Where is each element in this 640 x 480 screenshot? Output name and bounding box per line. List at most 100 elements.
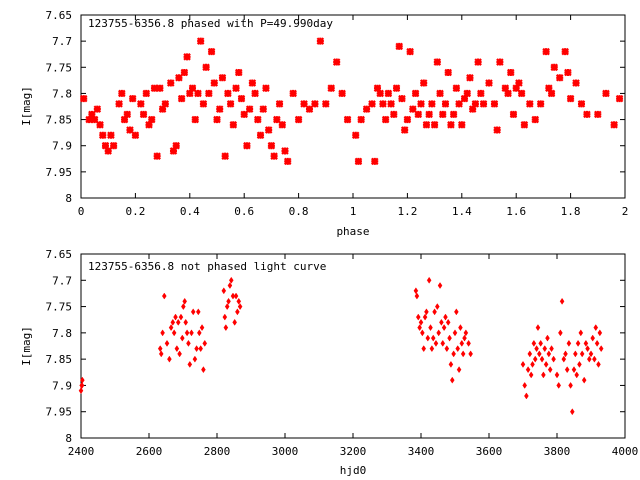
data-point: [421, 345, 427, 353]
data-point: [425, 110, 433, 119]
data-point: [418, 318, 424, 326]
x-tick-label: 2800: [204, 445, 231, 458]
chart-title: 123755-6356.8 phased with P=49.990day: [88, 17, 333, 30]
data-point: [213, 115, 221, 124]
data-point: [535, 324, 541, 332]
data-point: [403, 115, 412, 124]
data-point: [463, 89, 472, 98]
data-point: [506, 68, 515, 77]
data-point: [218, 73, 227, 82]
data-point: [123, 110, 132, 119]
data-point: [460, 350, 466, 358]
data-point: [424, 308, 429, 316]
data-point: [370, 157, 379, 166]
data-point: [420, 329, 425, 337]
data-point: [455, 345, 461, 353]
data-point: [316, 37, 325, 45]
data-point: [224, 89, 232, 98]
y-tick-label: 7.8: [52, 327, 72, 340]
data-point: [275, 100, 284, 108]
data-point: [474, 58, 482, 66]
data-point: [161, 292, 167, 300]
data-point: [201, 366, 206, 374]
data-point: [441, 324, 447, 332]
data-point: [539, 355, 545, 363]
data-point: [191, 115, 200, 124]
data-point: [300, 100, 308, 108]
x-tick-label: 1.8: [561, 205, 581, 218]
data-point: [439, 318, 444, 326]
y-tick-label: 7.75: [46, 301, 73, 314]
data-point: [583, 339, 589, 347]
data-point: [357, 115, 365, 124]
data-point: [281, 147, 289, 155]
x-tick-label: 0.6: [234, 205, 254, 218]
data-point: [452, 84, 461, 92]
data-point: [454, 308, 459, 316]
data-point: [592, 355, 597, 363]
data-point: [561, 355, 567, 363]
data-point: [183, 318, 189, 326]
data-point: [78, 387, 84, 395]
data-point: [278, 121, 287, 129]
data-point: [578, 329, 584, 337]
data-point: [458, 324, 463, 332]
data-point: [215, 105, 224, 113]
data-point: [199, 100, 208, 108]
data-point: [368, 100, 376, 108]
data-point: [522, 381, 528, 389]
data-point: [196, 37, 205, 45]
data-point: [561, 47, 569, 56]
data-point: [186, 89, 194, 98]
data-point: [228, 276, 234, 284]
x-axis-label: phase: [336, 225, 369, 238]
data-point: [448, 360, 454, 368]
data-point: [444, 68, 452, 77]
data-point: [419, 79, 428, 87]
data-point: [406, 47, 414, 56]
data-point: [447, 334, 452, 342]
data-point: [597, 329, 603, 337]
data-point: [413, 287, 419, 295]
data-point: [232, 318, 237, 326]
data-point: [563, 350, 568, 358]
data-point: [556, 381, 562, 389]
data-point: [283, 157, 292, 166]
data-point: [104, 147, 112, 155]
data-point: [131, 131, 140, 140]
data-point: [468, 105, 477, 113]
data-point: [128, 94, 137, 103]
data-point: [594, 110, 602, 119]
data-point: [441, 100, 450, 108]
data-point: [294, 115, 303, 124]
data-point: [264, 126, 273, 134]
data-point: [137, 100, 145, 108]
data-point: [550, 63, 559, 72]
data-point: [98, 131, 107, 140]
data-point: [373, 84, 382, 92]
data-point: [414, 292, 420, 300]
data-point: [593, 324, 599, 332]
data-point: [477, 89, 485, 98]
data-point: [555, 73, 564, 82]
y-tick-label: 7.7: [52, 35, 72, 48]
y-tick-label: 7.75: [46, 61, 73, 74]
data-point: [531, 115, 540, 124]
data-point: [109, 141, 118, 150]
data-point: [178, 313, 184, 321]
data-point: [449, 376, 455, 384]
data-point: [538, 339, 543, 347]
data-point: [429, 345, 435, 353]
data-point: [173, 313, 178, 321]
data-point: [438, 110, 447, 119]
data-point: [167, 355, 172, 363]
data-point: [183, 53, 191, 61]
data-point: [428, 100, 436, 108]
data-point: [177, 350, 182, 358]
data-point: [273, 115, 281, 124]
data-point: [254, 115, 262, 124]
data-point: [118, 89, 126, 98]
data-point: [188, 84, 197, 92]
x-tick-label: 1: [350, 205, 357, 218]
data-point: [189, 329, 194, 337]
